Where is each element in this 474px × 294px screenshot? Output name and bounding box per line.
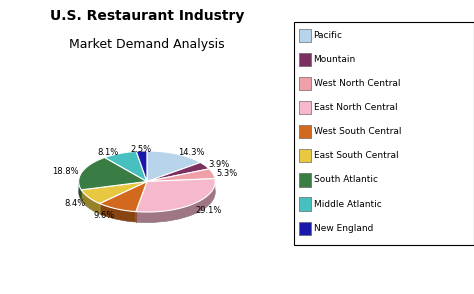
- Text: New England: New England: [313, 224, 373, 233]
- Text: 5.3%: 5.3%: [216, 169, 237, 178]
- Polygon shape: [81, 190, 100, 214]
- Text: West South Central: West South Central: [313, 127, 401, 136]
- Text: South Atlantic: South Atlantic: [313, 176, 378, 184]
- Text: West South Central: West South Central: [313, 127, 401, 136]
- Text: 2.5%: 2.5%: [131, 145, 152, 154]
- Text: 8.4%: 8.4%: [64, 199, 85, 208]
- Text: 29.1%: 29.1%: [196, 206, 222, 215]
- Text: U.S. Restaurant Industry: U.S. Restaurant Industry: [50, 9, 244, 23]
- Text: 3.9%: 3.9%: [208, 160, 229, 169]
- Text: East South Central: East South Central: [313, 151, 398, 160]
- Polygon shape: [136, 179, 215, 212]
- Text: Middle Atlantic: Middle Atlantic: [313, 200, 381, 208]
- Text: Market Demand Analysis: Market Demand Analysis: [69, 38, 225, 51]
- Text: Pacific: Pacific: [313, 31, 343, 40]
- Text: West North Central: West North Central: [313, 79, 400, 88]
- Text: 18.8%: 18.8%: [52, 167, 79, 176]
- Text: Middle Atlantic: Middle Atlantic: [313, 200, 381, 208]
- Text: Pacific: Pacific: [313, 31, 343, 40]
- Polygon shape: [147, 151, 201, 181]
- Text: West North Central: West North Central: [313, 79, 400, 88]
- Polygon shape: [81, 181, 147, 203]
- Text: Mountain: Mountain: [313, 55, 356, 64]
- Polygon shape: [100, 181, 147, 212]
- Text: South Atlantic: South Atlantic: [313, 176, 378, 184]
- Ellipse shape: [79, 161, 215, 223]
- Text: New England: New England: [313, 224, 373, 233]
- Text: 14.3%: 14.3%: [178, 148, 205, 157]
- Polygon shape: [79, 158, 147, 190]
- Polygon shape: [147, 163, 209, 181]
- Polygon shape: [136, 151, 147, 181]
- Text: Mountain: Mountain: [313, 55, 356, 64]
- Polygon shape: [136, 183, 215, 223]
- Polygon shape: [79, 183, 81, 200]
- Text: 8.1%: 8.1%: [97, 148, 118, 157]
- Polygon shape: [105, 151, 147, 181]
- Text: East North Central: East North Central: [313, 103, 397, 112]
- Polygon shape: [147, 169, 215, 181]
- Text: 9.6%: 9.6%: [93, 211, 115, 220]
- Text: East South Central: East South Central: [313, 151, 398, 160]
- Polygon shape: [100, 203, 136, 222]
- Text: East North Central: East North Central: [313, 103, 397, 112]
